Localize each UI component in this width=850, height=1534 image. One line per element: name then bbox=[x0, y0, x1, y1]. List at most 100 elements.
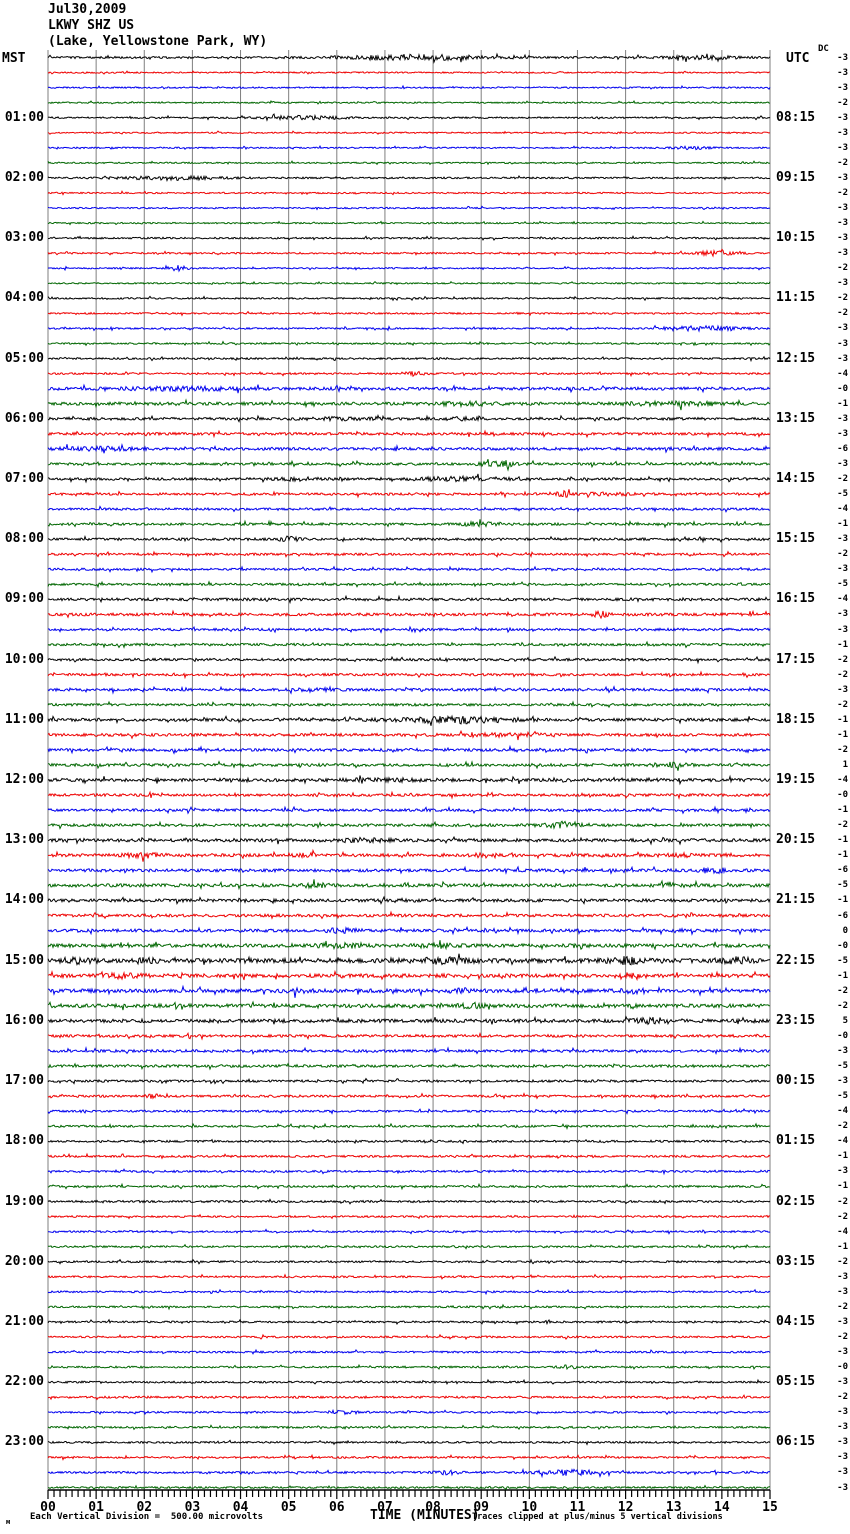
mst-time-label: 16:00 bbox=[4, 1012, 44, 1028]
mst-time-label: 19:00 bbox=[4, 1193, 44, 1209]
dc-offset-value: -4 bbox=[837, 1226, 848, 1237]
mst-time-label: 17:00 bbox=[4, 1073, 44, 1089]
utc-time-label: 19:15 bbox=[776, 772, 816, 788]
seismogram-trace-row bbox=[47, 473, 771, 484]
dc-offset-value: 5 bbox=[842, 1015, 848, 1026]
seismogram-trace-row bbox=[47, 383, 771, 394]
seismogram-trace-row bbox=[48, 1484, 771, 1491]
dc-offset-value: -2 bbox=[837, 985, 848, 996]
utc-time-label: 03:15 bbox=[776, 1253, 816, 1269]
utc-time-label: 18:15 bbox=[776, 711, 816, 727]
seismogram-trace-row bbox=[47, 700, 771, 709]
title-location: (Lake, Yellowstone Park, WY) bbox=[48, 34, 268, 49]
dc-offset-value: -2 bbox=[837, 263, 848, 274]
utc-time-label: 08:15 bbox=[776, 109, 816, 125]
seismogram-trace-row bbox=[47, 848, 771, 862]
dc-offset-value: -0 bbox=[837, 1362, 848, 1373]
mst-time-label: 06:00 bbox=[4, 410, 44, 426]
utc-time-label: 06:15 bbox=[776, 1434, 816, 1450]
utc-time-label: 13:15 bbox=[776, 410, 816, 426]
x-axis-tick-label: 11 bbox=[569, 1500, 586, 1515]
seismogram-trace-row bbox=[47, 865, 771, 875]
dc-offset-value: -3 bbox=[837, 338, 848, 349]
x-axis-tick-label: 13 bbox=[665, 1500, 682, 1515]
seismogram-trace-row bbox=[47, 685, 771, 695]
utc-time-label: 02:15 bbox=[776, 1193, 816, 1209]
dc-offset-value: -3 bbox=[837, 1316, 848, 1327]
seismogram-trace-row bbox=[47, 113, 771, 122]
dc-offset-value: -1 bbox=[837, 1241, 848, 1252]
dc-offset-value: -6 bbox=[837, 443, 848, 454]
seismogram-trace-row bbox=[47, 1182, 771, 1191]
scale-note: Each Vertical Division = 500.00 microvol… bbox=[30, 1512, 263, 1522]
mst-time-label: 04:00 bbox=[4, 290, 44, 306]
mst-time-label: 13:00 bbox=[4, 832, 44, 848]
seismogram-trace-row bbox=[47, 835, 771, 846]
seismogram-trace-row bbox=[48, 760, 771, 771]
dc-offset-value: -3 bbox=[837, 142, 848, 153]
seismogram-trace-row bbox=[47, 442, 771, 454]
dc-offset-value: -1 bbox=[837, 729, 848, 740]
dc-offset-value: -2 bbox=[837, 654, 848, 665]
dc-offset-value: -3 bbox=[837, 1422, 848, 1433]
dc-offset-value: -0 bbox=[837, 1030, 848, 1041]
dc-offset-value: -5 bbox=[837, 579, 848, 590]
seismogram-trace-row bbox=[47, 370, 771, 378]
dc-offset-value: -5 bbox=[837, 880, 848, 891]
seismogram-trace-row bbox=[47, 413, 771, 423]
dc-offset-value: -3 bbox=[837, 112, 848, 123]
seismogram-trace-row bbox=[47, 594, 770, 605]
dc-offset-value: -5 bbox=[837, 1061, 848, 1072]
dc-offset-value: -2 bbox=[837, 744, 848, 755]
dc-offset-value: 1 bbox=[842, 759, 848, 770]
seismogram-trace-row bbox=[47, 174, 771, 183]
dc-offset-value: -3 bbox=[837, 67, 848, 78]
x-axis-tick-label: 06 bbox=[328, 1500, 345, 1515]
mst-time-label: 15:00 bbox=[4, 952, 44, 968]
utc-time-label: 23:15 bbox=[776, 1012, 816, 1028]
x-axis-tick-label: 14 bbox=[714, 1500, 730, 1515]
seismogram-trace-row bbox=[47, 1333, 771, 1341]
dc-offset-value: -5 bbox=[837, 489, 848, 500]
mst-time-label: 03:00 bbox=[4, 230, 44, 246]
seismogram-trace-row bbox=[47, 1213, 771, 1220]
seismogram-trace-row bbox=[47, 1031, 771, 1041]
dc-offset-value: -4 bbox=[837, 1106, 848, 1117]
x-axis-tick-label: 15 bbox=[762, 1500, 778, 1515]
dc-offset-value: -3 bbox=[837, 609, 848, 620]
dc-offset-value: -2 bbox=[837, 1211, 848, 1222]
dc-offset-value: -3 bbox=[837, 534, 848, 545]
title-station: LKWY SHZ US bbox=[48, 18, 135, 33]
dc-offset-value: -5 bbox=[837, 1091, 848, 1102]
dc-offset-value: -2 bbox=[837, 699, 848, 710]
seismogram-trace-row bbox=[47, 340, 771, 347]
x-axis-tick-label: 10 bbox=[521, 1500, 538, 1515]
seismogram-trace-row bbox=[47, 264, 771, 273]
seismogram-trace-row bbox=[47, 535, 771, 544]
dc-offset-value: -1 bbox=[837, 639, 848, 650]
dc-offset-value: -3 bbox=[837, 564, 848, 575]
seismogram-trace-row bbox=[47, 1453, 771, 1461]
x-axis-tick-label: 03 bbox=[184, 1500, 201, 1515]
utc-time-label: 00:15 bbox=[776, 1073, 816, 1089]
dc-offset-value: -2 bbox=[837, 308, 848, 319]
dc-offset-value: -4 bbox=[837, 368, 848, 379]
dc-offset-value: -2 bbox=[837, 473, 848, 484]
dc-offset-value: -2 bbox=[837, 157, 848, 168]
utc-time-label: 14:15 bbox=[776, 470, 816, 486]
mst-time-label: 09:00 bbox=[4, 591, 44, 607]
clip-note: Traces clipped at plus/minus 5 vertical … bbox=[472, 1512, 723, 1522]
seismogram-trace-row bbox=[47, 714, 771, 726]
dc-offset-value: -1 bbox=[837, 970, 848, 981]
seismogram-trace-row bbox=[47, 310, 771, 317]
dc-offset-value: -3 bbox=[837, 1377, 848, 1388]
seismogram-trace-row bbox=[47, 1439, 771, 1446]
dc-offset-value: -2 bbox=[837, 669, 848, 680]
dc-offset-value: -3 bbox=[837, 323, 848, 334]
seismogram-trace-row bbox=[47, 1424, 771, 1431]
seismogram-trace-row bbox=[47, 729, 770, 741]
x-axis-tick-label: 00 bbox=[40, 1500, 56, 1515]
left-axis-label: MST bbox=[2, 51, 26, 66]
